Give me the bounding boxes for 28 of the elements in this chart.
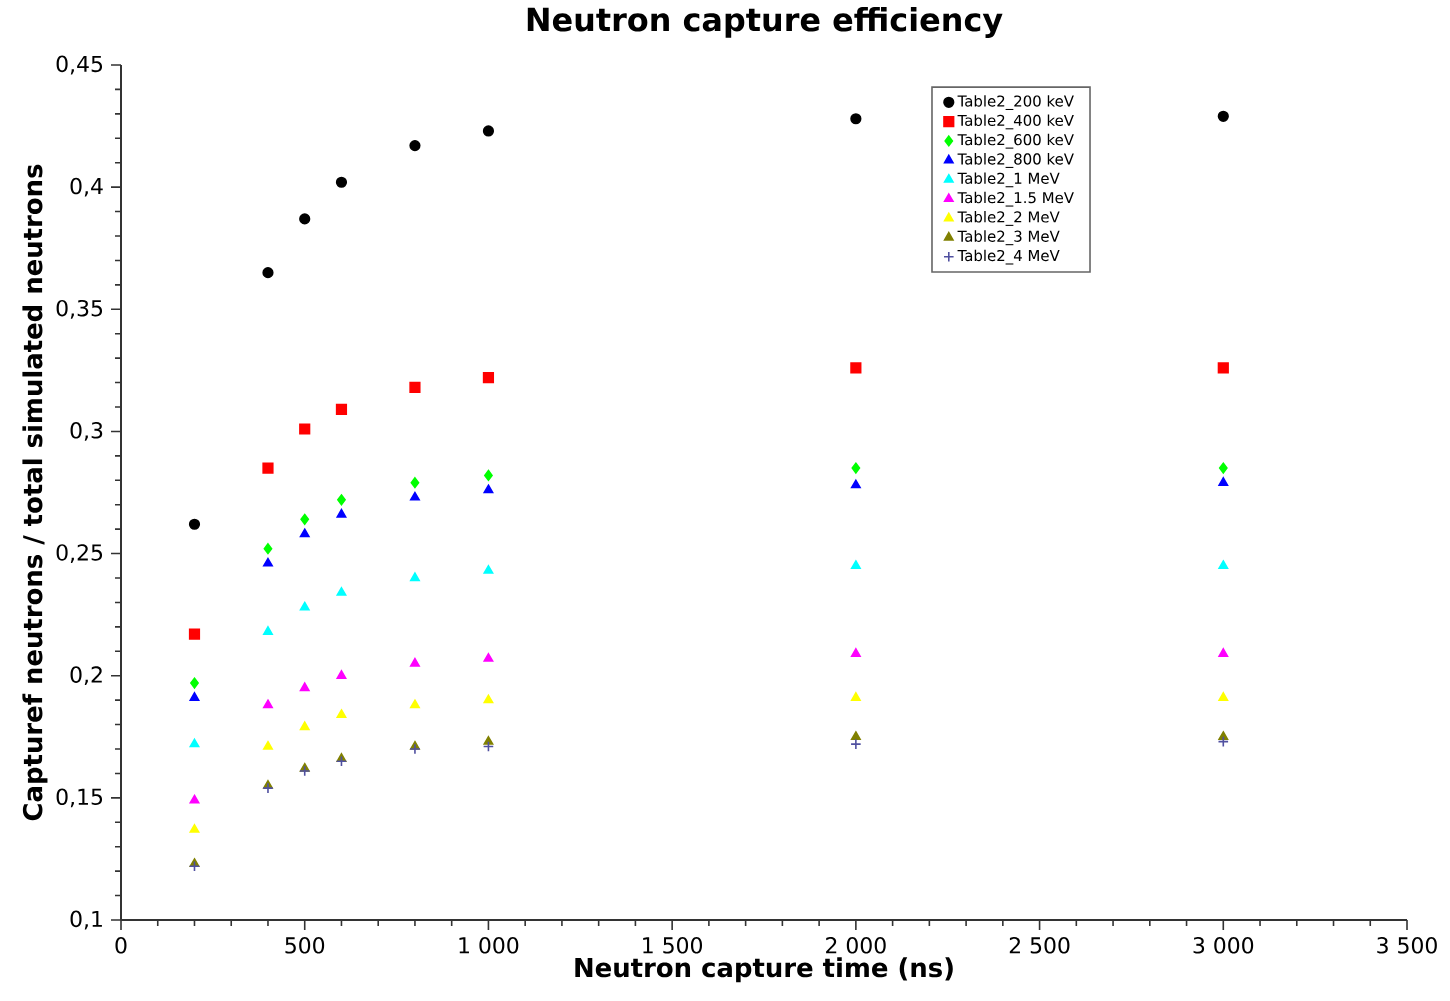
x-tick-label: 0 <box>115 937 127 954</box>
legend-label: Table2_1.5 MeV <box>957 191 1074 207</box>
x-tick-label: 3 000 <box>1193 937 1254 954</box>
y-tick-label: 0,1 <box>70 910 102 930</box>
chart-title: Neutron capture efficiency <box>527 6 1003 38</box>
legend-label: Table2_400 keV <box>957 114 1074 130</box>
legend-label: Table2_4 MeV <box>957 249 1060 265</box>
legend-label: Table2_600 keV <box>957 133 1074 149</box>
x-tick-label: 3 500 <box>1377 937 1437 954</box>
x-tick-label: 2 000 <box>826 937 886 954</box>
legend-label: Table2_1 MeV <box>957 172 1060 188</box>
y-tick-label: 0,45 <box>56 55 103 75</box>
x-tick-label: 500 <box>285 937 325 954</box>
x-axis-title: Neutron capture time (ns) <box>575 957 953 983</box>
legend-label: Table2_200 keV <box>957 95 1074 111</box>
y-tick-label: 0,2 <box>70 666 102 686</box>
legend-label: Table2_800 keV <box>957 153 1074 168</box>
x-tick-label: 1 000 <box>459 937 519 954</box>
y-tick-label: 0,35 <box>56 299 103 319</box>
y-axis-title: Capturef neutrons / total simulated neutrons <box>22 164 48 821</box>
x-tick-label: 2 500 <box>1009 937 1070 954</box>
legend-label: Table2_2 MeV <box>957 211 1060 226</box>
legend-label: Table2_3 MeV <box>957 230 1060 246</box>
y-tick-label: 0,4 <box>70 177 103 197</box>
y-tick-label: 0,3 <box>70 422 103 441</box>
y-tick-label: 0,15 <box>56 788 103 808</box>
x-tick-label: 1 500 <box>643 937 703 954</box>
y-tick-label: 0,25 <box>56 544 103 563</box>
